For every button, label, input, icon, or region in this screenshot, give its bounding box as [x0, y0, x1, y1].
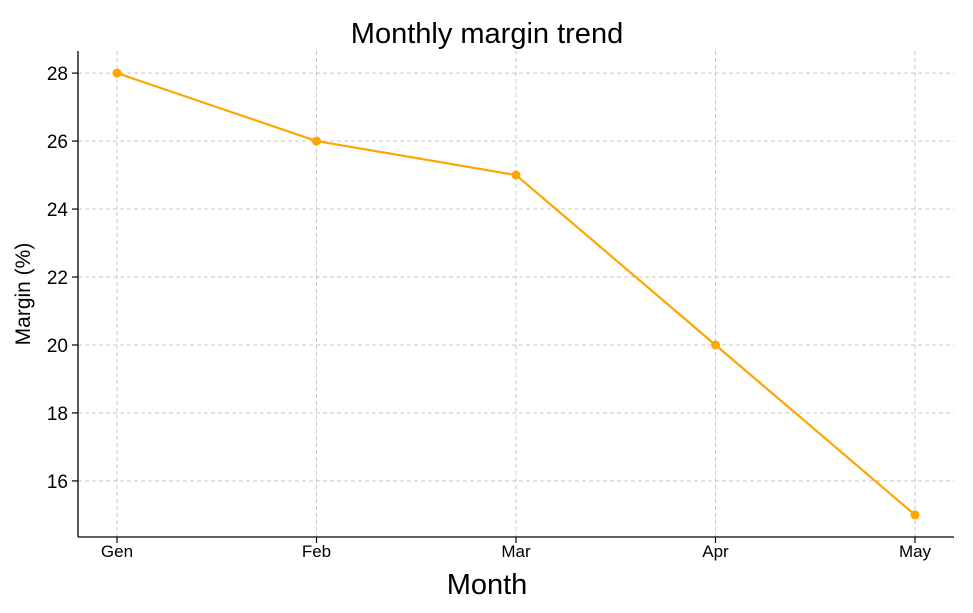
x-tick-label: May	[899, 542, 932, 561]
tick-labels: 16 18 20 22 24 26 28 Gen Feb Mar Apr May	[47, 64, 932, 561]
data-point	[910, 510, 920, 520]
x-tick-label: Feb	[302, 542, 331, 561]
y-tick-label: 22	[47, 268, 68, 289]
data-point	[511, 170, 521, 180]
y-tick-label: 18	[47, 404, 68, 425]
axes	[72, 51, 954, 543]
y-tick-label: 26	[47, 132, 68, 153]
y-tick-label: 20	[47, 336, 68, 357]
y-tick-label: 24	[47, 200, 69, 221]
data-point	[711, 340, 720, 350]
series-line	[116, 72, 916, 516]
x-tick-label: Mar	[501, 542, 531, 561]
x-axis-label: Month	[447, 569, 528, 601]
grid-lines	[78, 51, 954, 537]
series-layer	[112, 68, 920, 520]
x-tick-label: Gen	[101, 542, 133, 561]
y-tick-label: 28	[47, 64, 68, 85]
chart-title: Monthly margin trend	[351, 18, 623, 50]
data-point	[312, 136, 321, 146]
y-axis-label: Margin (%)	[12, 243, 35, 346]
y-tick-label: 16	[47, 472, 68, 493]
x-tick-label: Apr	[702, 542, 729, 561]
data-point	[112, 68, 122, 78]
